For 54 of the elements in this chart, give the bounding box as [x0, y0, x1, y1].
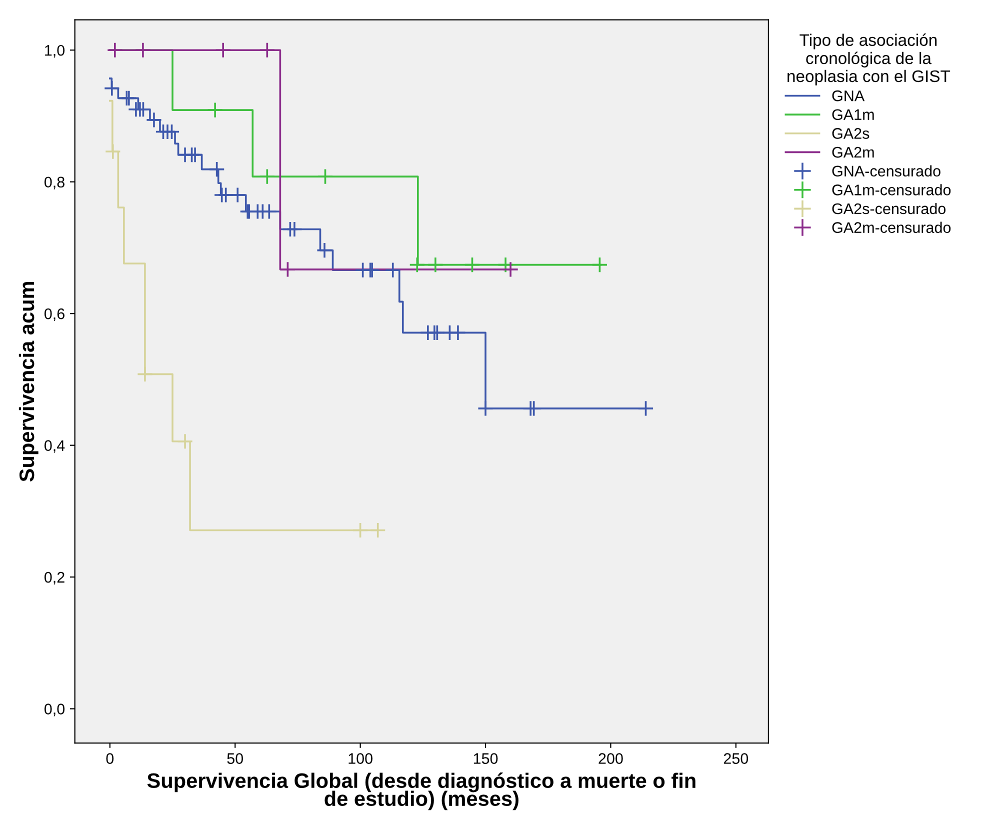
y-axis-title: Supervivencia acum — [18, 282, 38, 482]
point — [164, 124, 180, 140]
point — [134, 42, 152, 58]
y-tick-label: 0,2 — [44, 572, 64, 585]
y-tick-label: 0,4 — [44, 440, 65, 453]
point — [497, 256, 514, 274]
point — [408, 256, 426, 274]
x-tick-label: 150 — [474, 753, 498, 764]
point — [206, 102, 224, 118]
legend-label: GA2s — [832, 128, 870, 139]
point — [638, 400, 654, 417]
legend-label: GA2m — [832, 146, 874, 158]
point — [258, 168, 276, 185]
point — [464, 256, 480, 274]
x-tick-label: 50 — [227, 753, 244, 764]
point — [352, 522, 368, 538]
point — [280, 261, 296, 278]
y-tick-label: 0,0 — [44, 704, 65, 716]
point — [214, 42, 232, 58]
point — [135, 101, 152, 118]
point — [208, 161, 226, 178]
point — [450, 324, 466, 341]
point — [317, 168, 334, 185]
x-tick-label: 200 — [598, 753, 623, 764]
point — [592, 256, 608, 274]
legend-title: Tipo de asociación cronológica de la neoplasia con el GIST — [788, 34, 950, 86]
legend-label: GNA-censurado — [832, 165, 940, 177]
point — [229, 186, 246, 204]
point — [477, 400, 494, 417]
point — [176, 433, 194, 450]
x-tick-label: 100 — [348, 753, 372, 764]
point — [370, 522, 386, 538]
y-tick-label: 0,6 — [44, 308, 64, 322]
point — [258, 42, 276, 58]
point — [502, 261, 519, 278]
x-tick-label: 0 — [106, 753, 114, 764]
point — [316, 242, 333, 259]
point — [384, 262, 402, 278]
legend-label: GA1m-censurado — [832, 184, 951, 196]
y-tick-label: 0,8 — [44, 176, 64, 190]
x-axis-title: Supervivencia Global (desde diagnóstico a muerte o fin de estudio) (meses) — [147, 772, 696, 810]
legend-label: GA2s-censurado — [832, 202, 946, 214]
legend-label: GNA — [832, 90, 865, 102]
point — [427, 256, 444, 274]
point — [136, 366, 154, 382]
point — [286, 221, 303, 238]
x-tick-label: 250 — [724, 753, 748, 764]
point — [186, 146, 204, 164]
point — [526, 400, 542, 417]
legend-label: GA1m — [832, 109, 874, 120]
point — [104, 143, 122, 160]
y-tick-label: 1,0 — [45, 44, 65, 58]
point — [146, 112, 162, 128]
legend-label: GA2m-censurado — [832, 222, 951, 233]
